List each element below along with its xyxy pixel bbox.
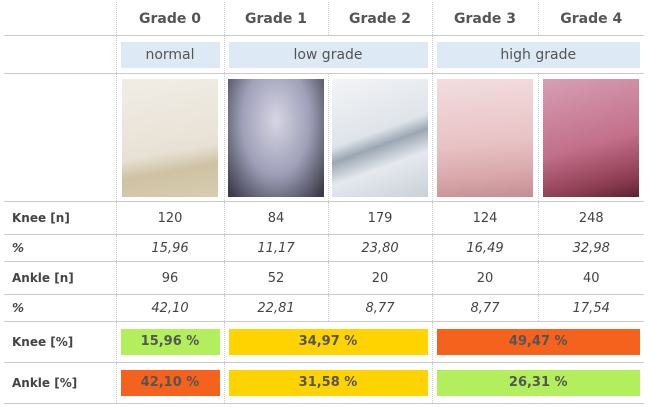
row-label: Knee [n] (4, 201, 116, 235)
cell: 20 (327, 261, 432, 295)
percent-box: 31,58 % (228, 370, 428, 396)
data-row: % 15,96 11,17 23,80 16,49 32,98 (4, 234, 644, 262)
cell: 15,96 (115, 234, 224, 262)
cell: 124 (431, 201, 538, 235)
data-row: Ankle [n] 96 52 20 20 40 (4, 261, 644, 295)
arthroscopy-image (332, 78, 428, 197)
row-label: % (4, 234, 116, 262)
arthroscopy-image (122, 78, 218, 197)
image-cell (115, 73, 224, 202)
arthroscopy-image (437, 78, 533, 197)
cell: 40 (537, 261, 644, 295)
cell: 96 (115, 261, 224, 295)
percent-box: 26,31 % (436, 370, 640, 396)
grade-table: Grade 0 Grade 1 Grade 2 Grade 3 Grade 4 … (4, 2, 644, 404)
grade-header: Grade 4 (537, 2, 644, 36)
image-cell (537, 73, 644, 202)
corner (4, 2, 116, 36)
grade-header: Grade 0 (115, 2, 224, 36)
arthroscopy-image (543, 78, 640, 197)
summary-cell: 26,31 % (431, 362, 644, 404)
group-cell: high grade (431, 35, 644, 74)
image-cell (223, 73, 328, 202)
cell: 52 (223, 261, 328, 295)
cell: 248 (537, 201, 644, 235)
grade-header: Grade 2 (327, 2, 432, 36)
cell: 8,77 (327, 294, 432, 322)
empty (4, 73, 116, 202)
percent-box: 34,97 % (228, 329, 428, 355)
group-cell: normal (115, 35, 224, 74)
summary-row: Knee [%] 15,96 % 34,97 % 49,47 % (4, 321, 644, 363)
image-cell (327, 73, 432, 202)
summary-row: Ankle [%] 42,10 % 31,58 % 26,31 % (4, 362, 644, 404)
cell: 16,49 (431, 234, 538, 262)
row-label: Ankle [n] (4, 261, 116, 295)
row-label: Ankle [%] (4, 362, 116, 404)
cell: 32,98 (537, 234, 644, 262)
row-label: Knee [%] (4, 321, 116, 363)
group-label: low grade (228, 41, 428, 68)
cell: 22,81 (223, 294, 328, 322)
group-label: normal (120, 41, 220, 68)
image-cell (431, 73, 538, 202)
empty (4, 35, 116, 74)
summary-cell: 31,58 % (223, 362, 432, 404)
summary-cell: 34,97 % (223, 321, 432, 363)
data-row: % 42,10 22,81 8,77 8,77 17,54 (4, 294, 644, 322)
cell: 17,54 (537, 294, 644, 322)
cell: 23,80 (327, 234, 432, 262)
cell: 42,10 (115, 294, 224, 322)
summary-cell: 42,10 % (115, 362, 224, 404)
data-row: Knee [n] 120 84 179 124 248 (4, 201, 644, 235)
header-row: Grade 0 Grade 1 Grade 2 Grade 3 Grade 4 (4, 2, 644, 36)
row-label: % (4, 294, 116, 322)
cell: 20 (431, 261, 538, 295)
grade-header: Grade 3 (431, 2, 538, 36)
percent-box: 15,96 % (120, 329, 220, 355)
grade-header: Grade 1 (223, 2, 328, 36)
group-row: normal low grade high grade (4, 35, 644, 74)
cell: 11,17 (223, 234, 328, 262)
cell: 84 (223, 201, 328, 235)
cell: 120 (115, 201, 224, 235)
cell: 8,77 (431, 294, 538, 322)
image-row (4, 73, 644, 202)
group-label: high grade (436, 41, 640, 68)
cell: 179 (327, 201, 432, 235)
summary-cell: 49,47 % (431, 321, 644, 363)
group-cell: low grade (223, 35, 432, 74)
summary-cell: 15,96 % (115, 321, 224, 363)
arthroscopy-image (228, 78, 324, 197)
percent-box: 42,10 % (120, 370, 220, 396)
percent-box: 49,47 % (436, 329, 640, 355)
